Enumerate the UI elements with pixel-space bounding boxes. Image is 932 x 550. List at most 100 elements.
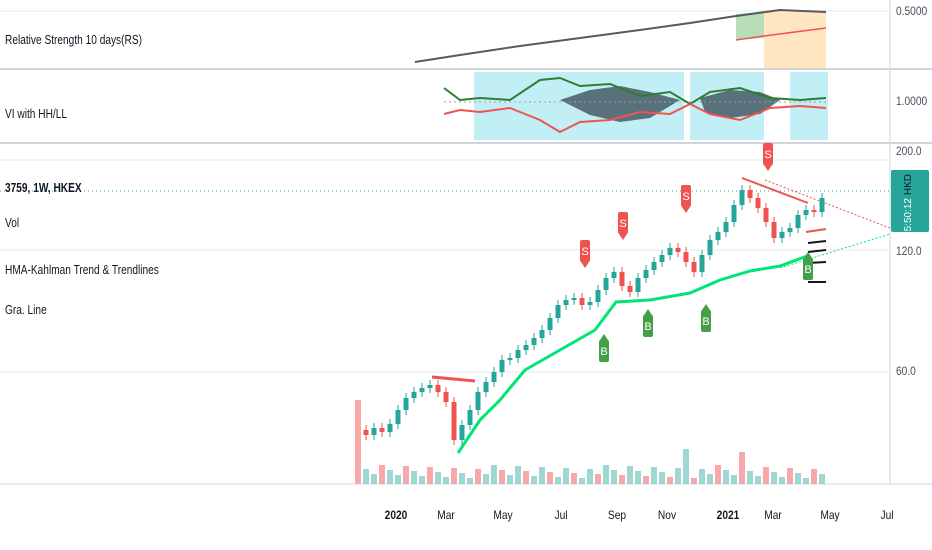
- volume-bar: [707, 474, 713, 484]
- signal-label: B: [600, 346, 607, 358]
- candle-body: [435, 385, 441, 392]
- candle-body: [379, 428, 385, 432]
- volume-bar: [547, 472, 553, 484]
- last-price-badge[interactable]: HKD 05:50:12: [891, 170, 929, 237]
- volume-bar: [611, 470, 617, 484]
- x-tick-label: 2020: [384, 508, 408, 522]
- indicator-hma[interactable]: HMA-Kahlman Trend & Trendlines: [5, 262, 159, 277]
- symbol-label[interactable]: 3759, 1W, HKEX: [5, 180, 82, 195]
- candle-body: [491, 372, 497, 382]
- level-segment: [807, 240, 827, 244]
- volume-bar: [403, 466, 409, 484]
- volume-group: [355, 400, 825, 484]
- volume-bar: [531, 476, 537, 484]
- candle-body: [675, 248, 681, 252]
- candle-body: [715, 232, 721, 240]
- volume-bar: [595, 474, 601, 484]
- price-axis-value: 200.0: [896, 144, 922, 158]
- candle-body: [691, 262, 697, 272]
- currency-label: HKD: [903, 174, 914, 196]
- buy-signal[interactable]: B: [599, 334, 609, 362]
- rs-pane-label[interactable]: Relative Strength 10 days(RS): [5, 32, 142, 47]
- vi-pane-label[interactable]: VI with HH/LL: [5, 106, 67, 121]
- volume-bar: [467, 478, 473, 484]
- candle-body: [771, 222, 777, 238]
- volume-bar: [523, 471, 529, 484]
- volume-bar: [739, 452, 745, 484]
- candle-body: [627, 286, 633, 292]
- signal-label: B: [702, 316, 709, 328]
- volume-bar: [499, 470, 505, 484]
- volume-bar: [691, 478, 697, 484]
- candle-body: [731, 205, 737, 222]
- x-tick-label: Mar: [437, 508, 455, 522]
- volume-bar: [459, 473, 465, 484]
- volume-bar: [363, 469, 369, 484]
- volume-bar: [723, 470, 729, 484]
- candle-body: [387, 424, 393, 432]
- candle-body: [483, 382, 489, 392]
- candle-body: [411, 392, 417, 398]
- volume-bar: [555, 477, 561, 484]
- candle-body: [603, 278, 609, 290]
- x-tick-label: May: [493, 508, 513, 522]
- candle-body: [443, 392, 449, 402]
- volume-bar: [715, 465, 721, 484]
- rs-line: [414, 8, 827, 63]
- volume-bar: [443, 477, 449, 484]
- candle-body: [555, 305, 561, 318]
- x-tick-label: 2021: [716, 508, 740, 522]
- indicator-gra-line[interactable]: Gra. Line: [5, 302, 47, 317]
- resistance-segment: [431, 375, 476, 383]
- candle-body: [427, 385, 433, 388]
- volume-bar: [435, 472, 441, 484]
- volume-bar: [755, 476, 761, 484]
- x-tick-label: Jul: [554, 508, 568, 522]
- candle-body: [739, 190, 745, 205]
- candle-body: [363, 430, 369, 435]
- candle-body: [475, 392, 481, 410]
- volume-bar: [643, 476, 649, 484]
- sell-signal[interactable]: S: [618, 212, 628, 240]
- candle-body: [587, 302, 593, 305]
- indicator-vol[interactable]: Vol: [5, 215, 20, 230]
- candle-body: [563, 300, 569, 305]
- signal-label: B: [644, 321, 651, 333]
- candle-body: [371, 428, 377, 435]
- candle-body: [579, 298, 585, 305]
- sell-signal[interactable]: S: [580, 240, 590, 268]
- candle-body: [595, 290, 601, 302]
- candle-body: [611, 272, 617, 278]
- resistance-segment: [805, 228, 827, 233]
- sell-signal[interactable]: S: [681, 185, 691, 213]
- volume-bar: [803, 478, 809, 484]
- buy-signal[interactable]: B: [701, 304, 711, 332]
- rs-cloud: [736, 12, 764, 40]
- volume-bar: [355, 400, 361, 484]
- sell-signal[interactable]: S: [763, 143, 773, 171]
- volume-bar: [675, 468, 681, 484]
- buy-signal[interactable]: B: [643, 309, 653, 337]
- hma-trend-line: [456, 253, 811, 454]
- candle-body: [539, 330, 545, 338]
- resistance-trendline: [764, 179, 891, 229]
- x-tick-label: Jul: [880, 508, 894, 522]
- candle-body: [531, 338, 537, 345]
- volume-bar: [571, 473, 577, 484]
- candle-body: [755, 198, 761, 208]
- candle-body: [763, 208, 769, 222]
- volume-bar: [579, 478, 585, 484]
- buy-signal[interactable]: B: [803, 252, 813, 280]
- candle-body: [787, 228, 793, 232]
- signal-label: S: [682, 191, 689, 203]
- candle-body: [643, 270, 649, 278]
- volume-bar: [427, 467, 433, 484]
- volume-bar: [483, 474, 489, 484]
- candle-body: [459, 425, 465, 440]
- volume-bar: [731, 475, 737, 484]
- volume-bar: [795, 473, 801, 484]
- volume-bar: [539, 467, 545, 484]
- volume-bar: [667, 477, 673, 484]
- volume-bar: [603, 465, 609, 484]
